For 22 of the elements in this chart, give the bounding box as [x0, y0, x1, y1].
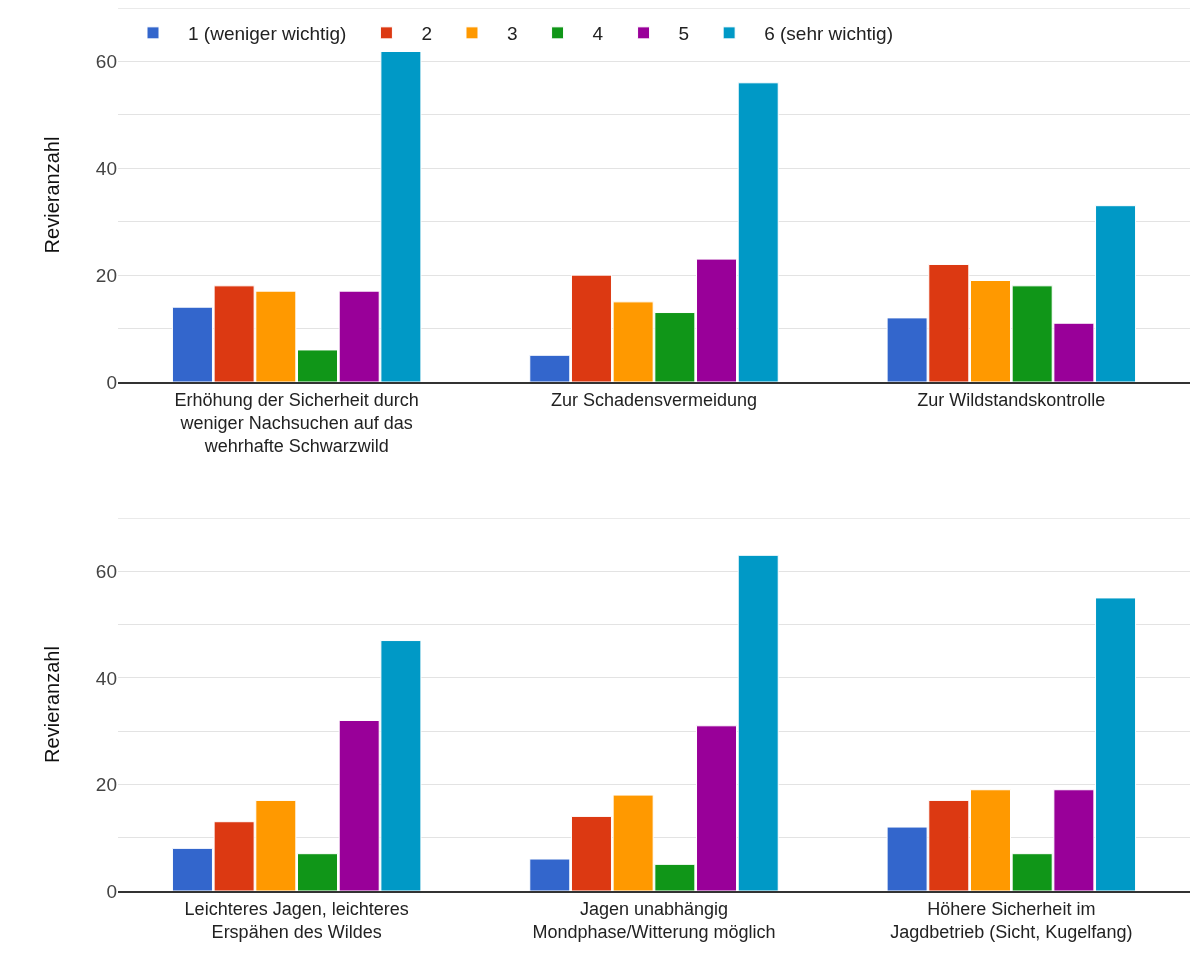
y-tick-label: 60: [95, 51, 117, 73]
legend-label: 6 (sehr wichtig): [764, 23, 893, 45]
y-tick-label: 40: [95, 157, 117, 179]
y-tick-label: 20: [95, 264, 117, 286]
x-tick-label: Erhöhung der Sicherheit durch weniger Nachsuchen auf das wehrhafte Schwarzwild: [174, 389, 419, 457]
x-tick-label: Jagen unabhängig Mondphase/Witterung möglich: [532, 898, 776, 942]
y-tick-label: 0: [106, 371, 117, 393]
legend-label: 2: [421, 23, 432, 45]
y-tick-label: 60: [95, 560, 117, 582]
x-tick-label: Zur Schadensvermeidung: [550, 389, 758, 410]
y-tick-label: 40: [95, 667, 117, 689]
legend-label: 4: [592, 23, 604, 45]
x-tick-label: Höhere Sicherheit im Jagdbetrieb (Sicht, Kugelfang): [890, 898, 1133, 942]
legend-label: 1 (weniger wichtig): [188, 23, 347, 45]
legend-label: 3: [506, 23, 518, 45]
y-axis-title: Revieranzahl: [41, 646, 64, 763]
legend-label: 5: [678, 23, 690, 45]
y-axis-title: Revieranzahl: [41, 136, 64, 254]
y-tick-label: 20: [95, 774, 117, 796]
x-tick-label: Zur Wildstandskontrolle: [917, 389, 1106, 410]
x-tick-label: Leichteres Jagen, leichteres Erspähen des Wildes: [184, 898, 409, 942]
y-tick-label: 0: [106, 880, 117, 902]
